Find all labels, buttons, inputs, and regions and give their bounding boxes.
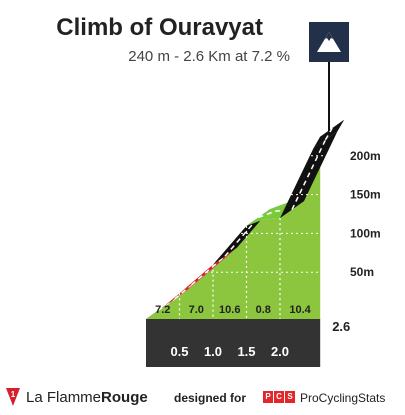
segment-gradient-label: 0.8 xyxy=(256,304,271,316)
lfr-brand-light: La Flamme xyxy=(26,388,102,406)
x-tick-label: 2.0 xyxy=(271,344,289,359)
pcs-logo: P C S xyxy=(263,391,295,403)
mountain-icon xyxy=(317,32,341,52)
x-tick-label: 1.0 xyxy=(204,344,222,359)
footer: 1 La FlammeRouge designed for P C S ProC… xyxy=(0,382,405,412)
pcs-letter: P xyxy=(263,391,273,403)
climb-title: Climb of Ouravyat xyxy=(56,14,263,41)
summit-flag xyxy=(309,22,349,62)
y-tick-label: 50m xyxy=(350,265,374,279)
y-tick-label: 100m xyxy=(350,226,381,240)
x-tick-label: 1.5 xyxy=(237,344,255,359)
climb-subtitle: 240 m - 2.6 Km at 7.2 % xyxy=(128,48,290,65)
road-centerline xyxy=(258,210,276,219)
profile-fill xyxy=(146,136,321,319)
road-centerline xyxy=(174,284,192,300)
segment-gradient-label: 10.4 xyxy=(289,304,311,316)
road-centerline xyxy=(324,127,333,141)
lfr-brand-bold: Rouge xyxy=(101,388,148,406)
summit-flag-pole xyxy=(328,62,330,131)
pcs-letter: C xyxy=(274,391,284,403)
road-segment xyxy=(246,202,288,226)
road-segment xyxy=(313,119,345,149)
segment-gradient-label: 10.6 xyxy=(219,304,240,316)
pcs-letter: S xyxy=(285,391,295,403)
profile-base xyxy=(146,319,321,367)
x-tick-label: 0.5 xyxy=(170,344,188,359)
svg-text:1: 1 xyxy=(11,390,16,399)
y-tick-label: 150m xyxy=(350,188,381,202)
road-segment xyxy=(213,208,271,265)
road-centerline xyxy=(275,208,293,212)
designed-for-text: designed for xyxy=(174,391,247,405)
lfr-logo: 1 La FlammeRouge xyxy=(6,388,148,406)
end-distance-label: 2.6 xyxy=(332,319,350,334)
road-centerline xyxy=(191,255,226,286)
road-centerline xyxy=(291,139,327,210)
elevation-profile-chart: 50m 100m 150m 200m 7.2 7.0 10.6 0.8 10.4 0.5 1.0 1.… xyxy=(146,119,381,367)
lfr-brand: La FlammeRouge xyxy=(26,389,148,406)
segment-gradient-label: 7.0 xyxy=(189,304,204,316)
segment-gradient-label: 7.2 xyxy=(155,304,170,316)
y-tick-label: 200m xyxy=(350,149,381,163)
flag-red-icon: 1 xyxy=(6,388,20,406)
pcs-name: ProCyclingStats xyxy=(300,391,386,405)
